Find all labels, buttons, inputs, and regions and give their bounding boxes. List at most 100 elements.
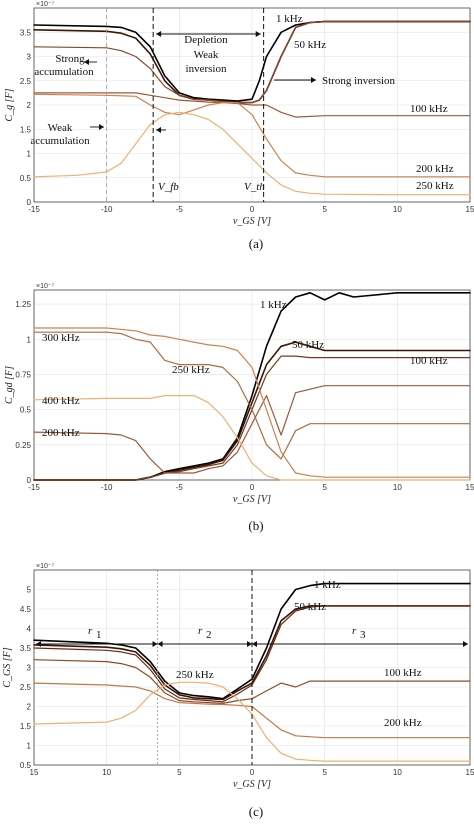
y-tick-label: 0.5 [20, 761, 32, 770]
strong-accumulation-label-2: accumulation [34, 66, 94, 78]
caption-b: (b) [248, 518, 263, 533]
x-tick-label: -15 [28, 205, 40, 214]
x-tick-label: 5 [322, 483, 327, 492]
y-tick-label: 2 [27, 101, 32, 110]
y-tick-label: 2.5 [20, 683, 32, 692]
series-line-400-khz [33, 395, 471, 481]
plot-frame [33, 7, 471, 203]
x-tick-label: 15 [466, 205, 474, 214]
series-line-200-khz [33, 682, 471, 739]
series-label-50-khz: 50 kHz [294, 39, 326, 51]
weak-acc-arrowhead [99, 124, 104, 130]
series-label-100-khz: 100 kHz [384, 667, 422, 679]
series-label-200-khz: 200 kHz [384, 717, 422, 729]
x-tick-label: -15 [28, 483, 40, 492]
x-tick-label: 5 [177, 768, 182, 777]
weak-inversion-label-1: Weak [194, 49, 219, 61]
y-tick-label: 1 [27, 150, 32, 159]
x-axis-label: v_GS [V] [233, 494, 271, 505]
strong-inversion-label: Strong inversion [322, 75, 396, 87]
y-tick-label: 2.5 [20, 77, 32, 86]
x-tick-label: 5 [322, 205, 327, 214]
y-tick-label: 3 [27, 53, 32, 62]
series-line-300-khz [33, 327, 471, 478]
x-tick-label: -10 [101, 205, 113, 214]
series-label-250-khz: 250 kHz [416, 180, 454, 192]
series-label-200-khz: 200 kHz [416, 163, 454, 175]
region-arrowheads [36, 641, 468, 647]
series-line-200-khz [33, 93, 471, 178]
x-tick-label: 15 [30, 768, 39, 777]
region-r2-label: r [198, 625, 203, 637]
series-line-250-khz [33, 111, 471, 196]
series-line-unlabeled-2 [33, 605, 471, 703]
y-tick-label: 0.25 [15, 441, 31, 450]
y-tick-label: 0.5 [20, 174, 32, 183]
x-tick-label: 5 [322, 768, 327, 777]
vfb-label: V_fb [158, 181, 179, 193]
caption-c: (c) [249, 804, 263, 819]
y-exponent-label: ×10⁻⁷ [36, 1, 55, 8]
vth-label: V_th [244, 181, 265, 193]
chart-a: -15 -10 -5 0 5 10 15 0 0.5 1 1.5 2 2.5 3 3.5 ×10⁻⁷ v_GS … [4, 1, 474, 227]
series-line-50-khz [33, 605, 471, 701]
plot-frame [33, 289, 471, 481]
strong-acc-arrowhead [84, 59, 89, 65]
weak-inversion-label-2: inversion [186, 63, 227, 75]
vfb-arrowhead [156, 127, 161, 133]
y-tick-label: 4.5 [20, 605, 32, 614]
y-tick-label: 0 [27, 198, 32, 207]
weak-accumulation-label-2: accumulation [30, 135, 90, 147]
series-label-100-khz: 100 kHz [410, 355, 448, 367]
y-tick-label: 2 [27, 703, 32, 712]
strong-accumulation-label-1: Strong [55, 53, 85, 65]
x-axis-label: v_GS [V] [233, 216, 271, 227]
chart-c: 15 10 5 0 5 10 150.511.522.533.544.55×10⁻⁷v_GS… [2, 563, 474, 790]
series-label-50-khz: 50 kHz [294, 601, 326, 613]
y-tick-label: 0.75 [15, 370, 31, 379]
depletion-label: Depletion [184, 34, 228, 46]
x-tick-label: 0 [250, 205, 255, 214]
series-label-250-khz: 250 kHz [172, 364, 210, 376]
weak-accumulation-label-1: Weak [48, 122, 73, 134]
series-label-250-khz: 250 kHz [176, 669, 214, 681]
y-axis-label: C_gd [F] [4, 366, 15, 404]
x-tick-label: 10 [102, 768, 111, 777]
x-tick-label: 10 [393, 483, 402, 492]
series-label-1-khz: 1 kHz [314, 579, 341, 591]
y-axis-label: C_g [F] [4, 88, 15, 121]
x-tick-label: 0 [250, 768, 255, 777]
x-tick-label: 10 [393, 768, 402, 777]
y-tick-label: 0.5 [20, 406, 32, 415]
series-label-100-khz: 100 kHz [410, 103, 448, 115]
series-line-250-khz [33, 681, 471, 762]
series-label-1-khz: 1 kHz [260, 299, 287, 311]
region-r3-label: r [352, 625, 357, 637]
y-tick-label: 3.5 [20, 28, 32, 37]
y-tick-label: 3.5 [20, 644, 32, 653]
strong-inversion-arrowhead [311, 77, 316, 83]
series-line-200-khz [33, 385, 471, 474]
y-tick-label: 1 [27, 335, 32, 344]
x-tick-label: -5 [176, 205, 184, 214]
y-tick-label: 5 [27, 586, 32, 595]
x-tick-label: 15 [466, 483, 474, 492]
series-line-100-khz [33, 355, 471, 481]
x-tick-label: 10 [393, 205, 402, 214]
series-line-100-khz [33, 659, 471, 704]
series-label-200-khz: 200 kHz [42, 427, 80, 439]
series-label-400-khz: 400 kHz [42, 395, 80, 407]
caption-a: (a) [249, 236, 263, 251]
x-tick-label: -10 [101, 483, 113, 492]
y-tick-label: 0 [27, 476, 32, 485]
x-tick-label: 0 [250, 483, 255, 492]
y-tick-label: 3 [27, 664, 32, 673]
region-r3-sub: 3 [360, 629, 366, 641]
chart-b: -15 -10 -5 0 5 10 15 0 0.25 0.5 0.75 1 1.25 ×10⁻⁷ v_GS… [4, 283, 474, 505]
x-tick-label: -5 [176, 483, 184, 492]
series-label-50-khz: 50 kHz [292, 339, 324, 351]
region-r1-label: r [88, 625, 93, 637]
region-r2-sub: 2 [206, 629, 212, 641]
y-tick-label: 1.25 [15, 300, 31, 309]
